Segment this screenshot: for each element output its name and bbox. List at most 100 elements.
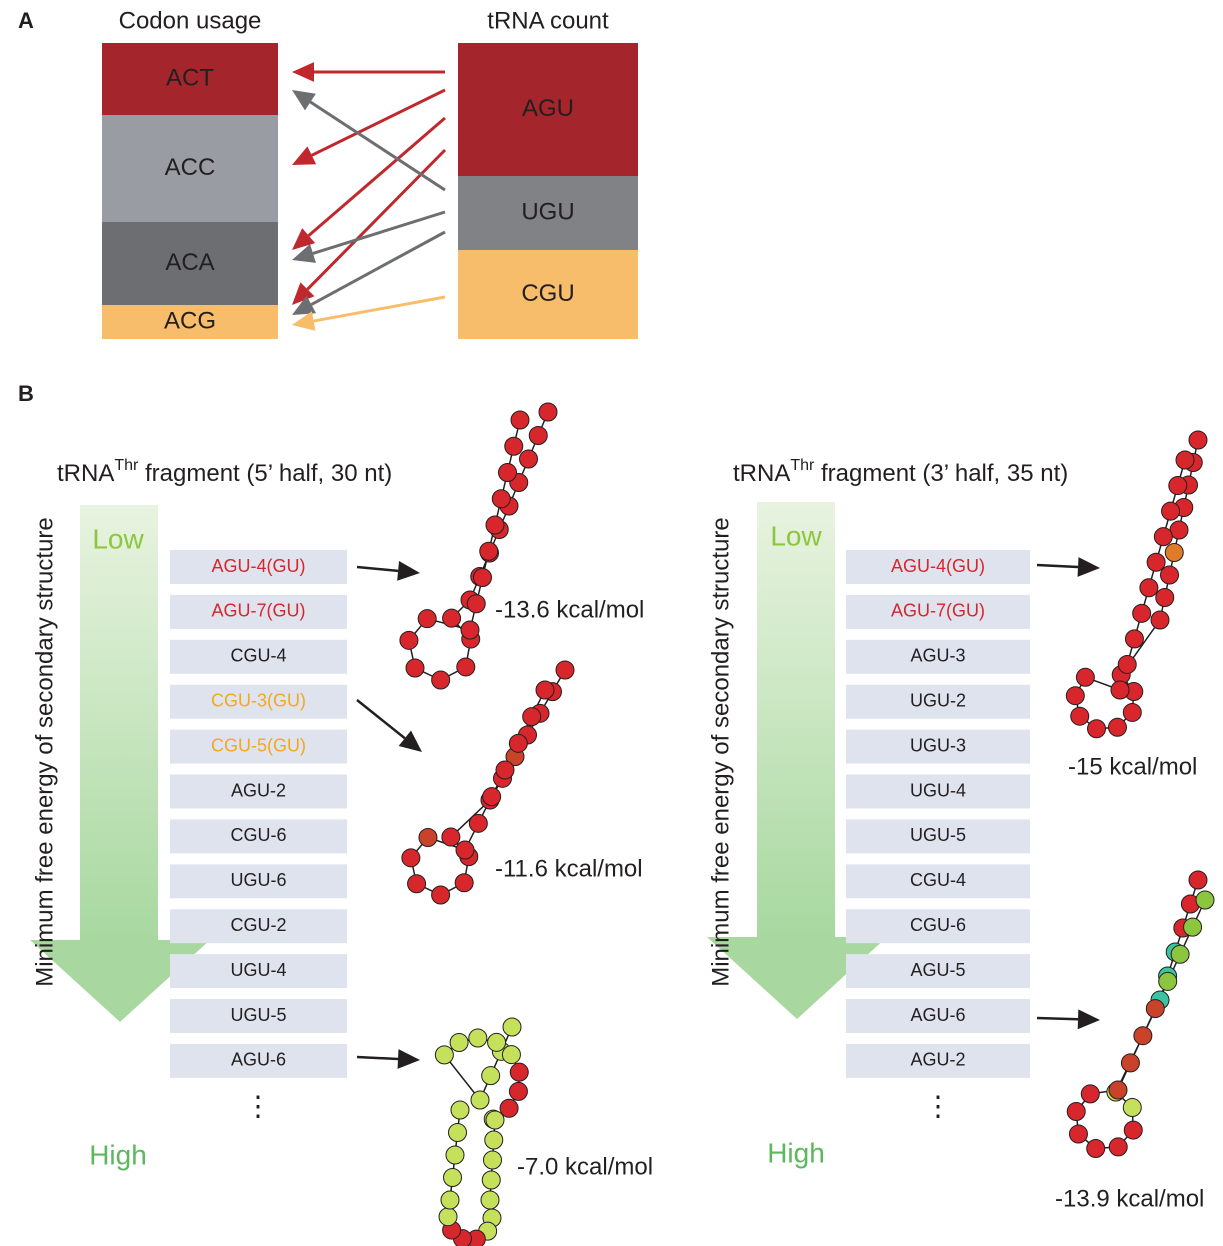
arrow <box>1037 565 1078 567</box>
nucleotide <box>486 1111 504 1129</box>
nucleotide <box>1108 718 1126 736</box>
nucleotide <box>1125 630 1143 648</box>
trna-label: AGU <box>522 95 574 122</box>
energy-label: -15 kcal/mol <box>1068 753 1197 780</box>
nucleotide <box>1087 1140 1105 1158</box>
title-part: fragment (5’ half, 30 nt) <box>138 460 392 487</box>
list-item: AGU-3 <box>910 646 965 666</box>
arrow <box>357 700 405 738</box>
high-label: High <box>89 1139 147 1170</box>
nucleotide <box>482 1171 500 1189</box>
nucleotide <box>1123 703 1141 721</box>
nucleotide <box>432 671 450 689</box>
nucleotide <box>1189 431 1207 449</box>
list-item: AGU-6 <box>910 1005 965 1025</box>
nucleotide <box>406 659 424 677</box>
rna-structure <box>1067 871 1214 1158</box>
list-item: UGU-2 <box>910 690 966 710</box>
nucleotide <box>419 829 437 847</box>
title-sup: Thr <box>114 457 139 474</box>
list-item: CGU-3(GU) <box>211 690 306 710</box>
list-item: CGU-2 <box>230 915 286 935</box>
arrow <box>1037 1018 1078 1019</box>
arrow <box>357 567 398 571</box>
arrow <box>311 232 445 305</box>
low-label: Low <box>92 523 144 554</box>
list-item: AGU-7(GU) <box>891 601 985 621</box>
nucleotide <box>1140 579 1158 597</box>
arrow-head <box>1078 1009 1100 1029</box>
codon-label: ACT <box>166 64 214 91</box>
nucleotide <box>1088 720 1106 738</box>
list-item: UGU-3 <box>910 735 966 755</box>
arrow <box>314 297 445 321</box>
nucleotide <box>485 1131 503 1149</box>
nucleotide <box>1161 566 1179 584</box>
title-part: tRNA <box>733 460 790 487</box>
low-label: Low <box>770 520 822 551</box>
axis-label: Minimum free energy of secondary structu… <box>31 517 58 987</box>
list-item: AGU-2 <box>231 780 286 800</box>
nucleotide <box>474 569 492 587</box>
panel-label: A <box>18 8 34 33</box>
nucleotide <box>492 490 510 508</box>
nucleotide <box>1176 451 1194 469</box>
panel-label: B <box>18 381 34 406</box>
nucleotide <box>1154 528 1172 546</box>
nucleotide <box>1146 1000 1164 1018</box>
nucleotide <box>1184 918 1202 936</box>
nucleotide <box>461 621 479 639</box>
nucleotide <box>400 631 418 649</box>
nucleotide <box>457 658 475 676</box>
nucleotide <box>471 1091 489 1109</box>
nucleotide <box>523 708 541 726</box>
list-item: AGU-4(GU) <box>891 556 985 576</box>
nucleotide <box>1067 1103 1085 1121</box>
nucleotide <box>1134 1027 1152 1045</box>
list-item: CGU-6 <box>230 825 286 845</box>
nucleotide <box>510 1063 528 1081</box>
arrow-head <box>292 62 314 82</box>
nucleotide <box>450 1033 468 1051</box>
nucleotide <box>1169 477 1187 495</box>
nucleotide <box>482 1067 500 1085</box>
nucleotide <box>496 761 514 779</box>
trna-label: UGU <box>521 198 574 225</box>
nucleotide <box>1171 945 1189 963</box>
nucleotide <box>1111 681 1129 699</box>
axis-label: Minimum free energy of secondary structu… <box>707 517 734 987</box>
nucleotide <box>1121 1054 1139 1072</box>
ellipsis: ⋮ <box>244 1090 272 1121</box>
nucleotide <box>444 1169 462 1187</box>
nucleotide <box>1069 1125 1087 1143</box>
nucleotide <box>1189 871 1207 889</box>
nucleotide <box>1076 668 1094 686</box>
list-item: AGU-2 <box>910 1050 965 1070</box>
list-item: UGU-6 <box>230 870 286 890</box>
arrow-head <box>292 90 316 110</box>
nucleotide <box>1123 1099 1141 1117</box>
nucleotide <box>483 788 501 806</box>
rna-structure <box>1066 431 1207 738</box>
nucleotide <box>439 1208 457 1226</box>
figure: A Codon usage tRNA count B Low High Low … <box>0 0 1223 1246</box>
nucleotide <box>536 681 554 699</box>
nucleotide <box>1165 544 1183 562</box>
nucleotide <box>402 849 420 867</box>
nucleotide <box>451 1101 469 1119</box>
list-item: AGU-5 <box>910 960 965 980</box>
energy-label: -11.6 kcal/mol <box>495 855 643 882</box>
list-item: CGU-4 <box>230 646 286 666</box>
nucleotide <box>486 516 504 534</box>
nucleotide <box>456 841 474 859</box>
list-item: AGU-4(GU) <box>212 556 306 576</box>
nucleotide <box>467 595 485 613</box>
nucleotide <box>1109 1138 1127 1156</box>
fragment-title: tRNAThr fragment (3’ half, 35 nt) <box>733 457 1068 487</box>
nucleotide <box>455 874 473 892</box>
nucleotide <box>1109 1081 1127 1099</box>
nucleotide <box>556 661 574 679</box>
nucleotide <box>418 610 436 628</box>
codon-label: ACA <box>165 249 214 276</box>
column-title: Codon usage <box>119 7 262 34</box>
